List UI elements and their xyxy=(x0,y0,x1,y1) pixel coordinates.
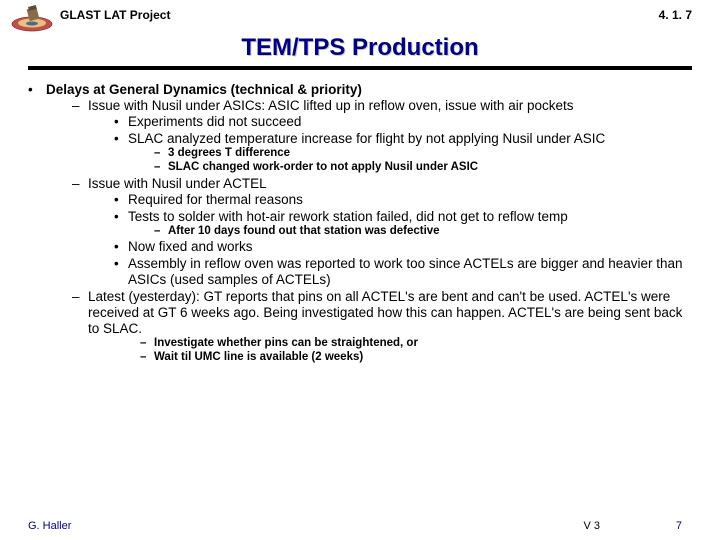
list-item-text: Now fixed and works xyxy=(128,239,253,254)
list-item-text: Latest (yesterday): GT reports that pins… xyxy=(88,289,682,336)
list-item-text: Investigate whether pins can be straight… xyxy=(154,337,418,349)
list-item-text: Tests to solder with hot-air rework stat… xyxy=(128,209,568,224)
list-item-text: SLAC analyzed temperature increase for f… xyxy=(128,131,605,146)
list-item-text: 3 degrees T difference xyxy=(168,147,290,159)
bullet-sublist: After 10 days found out that station was… xyxy=(128,225,692,239)
bullet-sublist: 3 degrees T difference SLAC changed work-… xyxy=(128,147,692,175)
list-item-text: Issue with Nusil under ASICs: ASIC lifte… xyxy=(88,98,573,113)
footer-page: 7 xyxy=(676,520,682,532)
bullet-sublist: Required for thermal reasons Tests to sol… xyxy=(88,192,692,288)
list-item: Required for thermal reasons xyxy=(114,192,692,208)
list-item-text: Assembly in reflow oven was reported to … xyxy=(128,256,683,287)
list-item: Issue with Nusil under ASICs: ASIC lifte… xyxy=(72,98,692,175)
list-item-spacer: Investigate whether pins can be straight… xyxy=(114,337,692,365)
list-item: Experiments did not succeed xyxy=(114,114,692,130)
slide-footer: G. Haller V 3 7 xyxy=(28,512,692,532)
list-item: Assembly in reflow oven was reported to … xyxy=(114,256,692,288)
bullet-list: Delays at General Dynamics (technical & … xyxy=(28,82,692,365)
section-number: 4. 1. 7 xyxy=(659,8,692,22)
slide-body: Delays at General Dynamics (technical & … xyxy=(28,82,692,494)
list-item: Investigate whether pins can be straight… xyxy=(140,337,692,351)
list-item-text: Wait til UMC line is available (2 weeks) xyxy=(154,351,363,363)
list-item: Tests to solder with hot-air rework stat… xyxy=(114,209,692,238)
list-item-text: Required for thermal reasons xyxy=(128,192,303,207)
footer-author: G. Haller xyxy=(28,520,71,532)
list-item: Delays at General Dynamics (technical & … xyxy=(28,82,692,365)
list-item: Now fixed and works xyxy=(114,239,692,255)
bullet-sublist: Experiments did not succeed SLAC analyzed… xyxy=(88,114,692,175)
footer-version: V 3 xyxy=(583,520,600,532)
project-logo xyxy=(8,4,56,34)
list-item: SLAC analyzed temperature increase for f… xyxy=(114,131,692,175)
list-item-text: SLAC changed work-order to not apply Nus… xyxy=(168,161,478,173)
list-item: Wait til UMC line is available (2 weeks) xyxy=(140,351,692,365)
list-item: After 10 days found out that station was… xyxy=(154,225,692,239)
slide-header: GLAST LAT Project 4. 1. 7 TEM/TPS Produc… xyxy=(0,6,720,81)
list-item-text: Issue with Nusil under ACTEL xyxy=(88,176,267,191)
list-item: Latest (yesterday): GT reports that pins… xyxy=(72,289,692,365)
bullet-sublist: Investigate whether pins can be straight… xyxy=(88,337,692,365)
title-rule xyxy=(28,66,692,70)
project-label: GLAST LAT Project xyxy=(60,8,170,22)
list-item-text: Delays at General Dynamics (technical & … xyxy=(46,82,362,97)
bullet-sublist: Issue with Nusil under ASICs: ASIC lifte… xyxy=(46,98,692,365)
list-item: SLAC changed work-order to not apply Nus… xyxy=(154,161,692,175)
list-item: 3 degrees T difference xyxy=(154,147,692,161)
list-item: Issue with Nusil under ACTELRequired for… xyxy=(72,176,692,288)
slide-title: TEM/TPS Production xyxy=(0,34,720,62)
slide: GLAST LAT Project 4. 1. 7 TEM/TPS Produc… xyxy=(0,0,720,540)
list-item-text: After 10 days found out that station was… xyxy=(168,225,440,237)
list-item-text: Experiments did not succeed xyxy=(128,114,301,129)
bullet-sublist: Investigate whether pins can be straight… xyxy=(114,337,692,365)
